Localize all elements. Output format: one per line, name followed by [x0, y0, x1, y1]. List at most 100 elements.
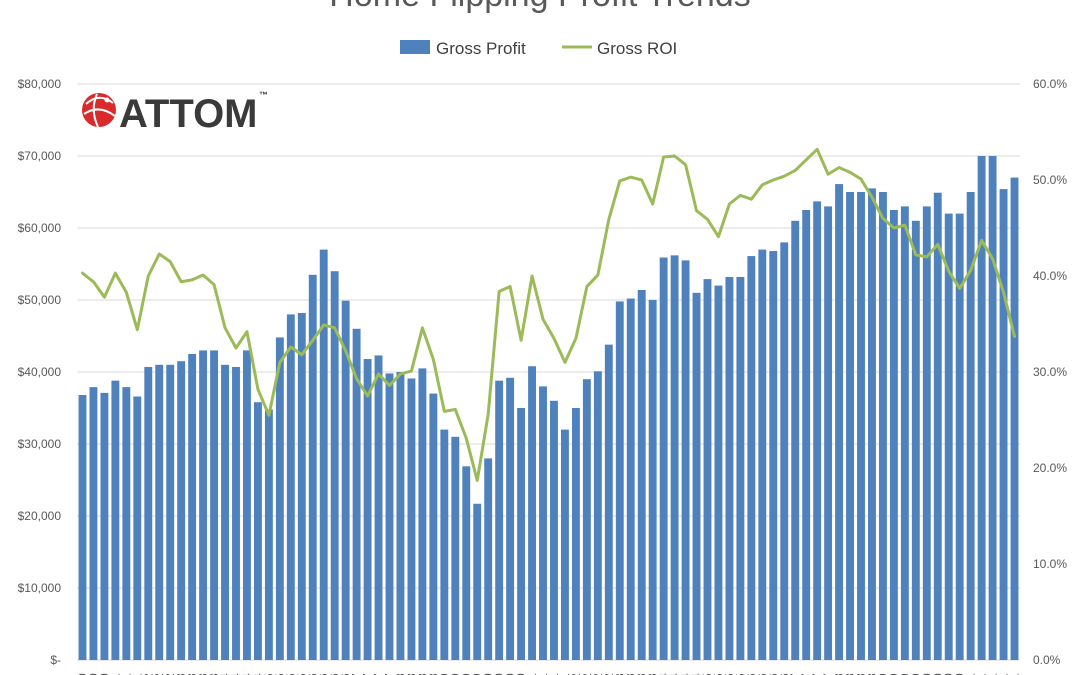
x-tick-label: 7 — [361, 673, 375, 675]
logo-trademark: ™ — [259, 90, 268, 100]
legend: Gross Profit Gross ROI — [400, 39, 677, 58]
bar-gross-profit — [221, 364, 229, 660]
y-left-tick-label: $40,000 — [18, 365, 62, 379]
bar-gross-profit — [824, 206, 833, 660]
x-tick-label: 1 — [536, 673, 550, 675]
bar-gross-profit — [385, 373, 394, 660]
x-tick-label: 2 — [163, 673, 177, 675]
bar-gross-profit — [747, 256, 756, 660]
y-right-tick-label: 30.0% — [1033, 365, 1067, 379]
x-tick-label: 1 — [558, 673, 572, 675]
x-tick-label: 6 — [317, 673, 331, 675]
x-tick-label: 0 — [75, 673, 89, 675]
bar-gross-profit — [878, 192, 887, 660]
bar-gross-profit — [571, 408, 580, 660]
bar-gross-profit — [133, 396, 142, 660]
bar-gross-profit — [692, 292, 701, 660]
x-tick-label: 6 — [328, 673, 342, 675]
bar-gross-profit — [659, 257, 668, 660]
x-tick-label: 1 — [547, 673, 561, 675]
x-tick-label: 6 — [744, 673, 758, 675]
bar-gross-profit — [232, 366, 240, 660]
x-tick-label: 7 — [821, 673, 835, 675]
bar-gross-profit — [791, 220, 800, 661]
bar-gross-profit — [911, 220, 920, 661]
x-tick-label: 4 — [668, 673, 682, 675]
x-tick-label: 5 — [722, 673, 736, 675]
bar-gross-profit — [736, 276, 745, 660]
bar-gross-profit — [517, 408, 526, 660]
legend-swatch-gross-profit — [400, 40, 430, 54]
x-tick-label: 9 — [887, 673, 901, 675]
x-tick-label: 6 — [339, 673, 353, 675]
x-tick-label: 0 — [953, 673, 967, 675]
x-tick-label: 8 — [393, 673, 407, 675]
bar-gross-profit — [539, 386, 547, 660]
x-tick-label: 2 — [602, 673, 616, 675]
y-right-tick-label: 40.0% — [1033, 269, 1067, 283]
bar-gross-profit — [868, 188, 876, 660]
bar-gross-profit — [758, 249, 767, 660]
bar-gross-profit — [199, 350, 208, 660]
x-tick-label: 3 — [207, 673, 221, 675]
x-tick-label: 5 — [262, 673, 276, 675]
x-tick-label: 3 — [635, 673, 649, 675]
bar-gross-profit — [780, 242, 789, 660]
x-tick-label: 0 — [920, 673, 934, 675]
x-tick-label: 2 — [569, 673, 583, 675]
bar-gross-profit — [846, 192, 854, 660]
y-right-tick-label: 20.0% — [1033, 461, 1067, 475]
bar-gross-profit — [363, 359, 372, 660]
x-tick-label: 5 — [711, 673, 725, 675]
bar-gross-profit — [900, 206, 909, 660]
y-left-tick-label: $60,000 — [18, 221, 62, 235]
x-tick-label: 1 — [130, 673, 144, 675]
bar-gross-profit — [78, 395, 87, 660]
bar-gross-profit — [111, 380, 120, 660]
x-tick-label: 7 — [799, 673, 813, 675]
y-left-tick-label: $70,000 — [18, 149, 62, 163]
x-tick-label: 2 — [580, 673, 594, 675]
bar-gross-profit — [484, 458, 493, 660]
x-tick-label: 7 — [788, 673, 802, 675]
y-left-tick-label: $10,000 — [18, 581, 62, 595]
bar-gross-profit — [243, 350, 251, 660]
x-tick-label: 5 — [295, 673, 309, 675]
bar-gross-profit — [988, 156, 997, 660]
x-tick-label: 9 — [437, 673, 451, 675]
bar-gross-profit — [122, 387, 131, 660]
bar-gross-profit — [889, 210, 898, 660]
x-tick-label: 4 — [690, 673, 704, 675]
y-right-tick-label: 10.0% — [1033, 557, 1067, 571]
bar-gross-profit — [473, 503, 482, 660]
bar-gross-profit — [561, 429, 569, 660]
logo-text: ATTOM — [119, 92, 258, 136]
y-left-tick-label: $80,000 — [18, 77, 62, 91]
y-right-tick-label: 50.0% — [1033, 173, 1067, 187]
right-axis-ticks: 0.0% 10.0% 20.0% 30.0% 40.0% 50.0% 60.0% — [1033, 77, 1067, 667]
bar-gross-profit — [955, 213, 964, 660]
x-tick-label: 4 — [657, 673, 671, 675]
y-right-tick-label: 0.0% — [1033, 653, 1061, 667]
x-tick-label: 7 — [810, 673, 824, 675]
line-series-gross-roi — [80, 147, 1017, 482]
globe-icon — [82, 93, 116, 128]
x-tick-label: 2 — [152, 673, 166, 675]
bar-gross-profit — [802, 210, 811, 660]
x-tick-label: 1 — [1008, 673, 1022, 675]
x-tick-label: 4 — [240, 673, 254, 675]
x-tick-label: 1 — [975, 673, 989, 675]
bar-gross-profit — [100, 392, 109, 660]
legend-label-gross-roi: Gross ROI — [597, 39, 677, 58]
x-tick-label: 9 — [459, 673, 473, 675]
bar-gross-profit — [451, 436, 460, 660]
x-tick-label: 9 — [876, 673, 890, 675]
bar-gross-profit — [396, 372, 405, 660]
x-tick-label: 1 — [108, 673, 122, 675]
bar-gross-profit — [582, 379, 591, 660]
x-tick-label: 0 — [514, 673, 528, 675]
x-tick-label: 0 — [481, 673, 495, 675]
bar-gross-profit — [813, 201, 822, 661]
bar-gross-profit — [615, 301, 624, 660]
